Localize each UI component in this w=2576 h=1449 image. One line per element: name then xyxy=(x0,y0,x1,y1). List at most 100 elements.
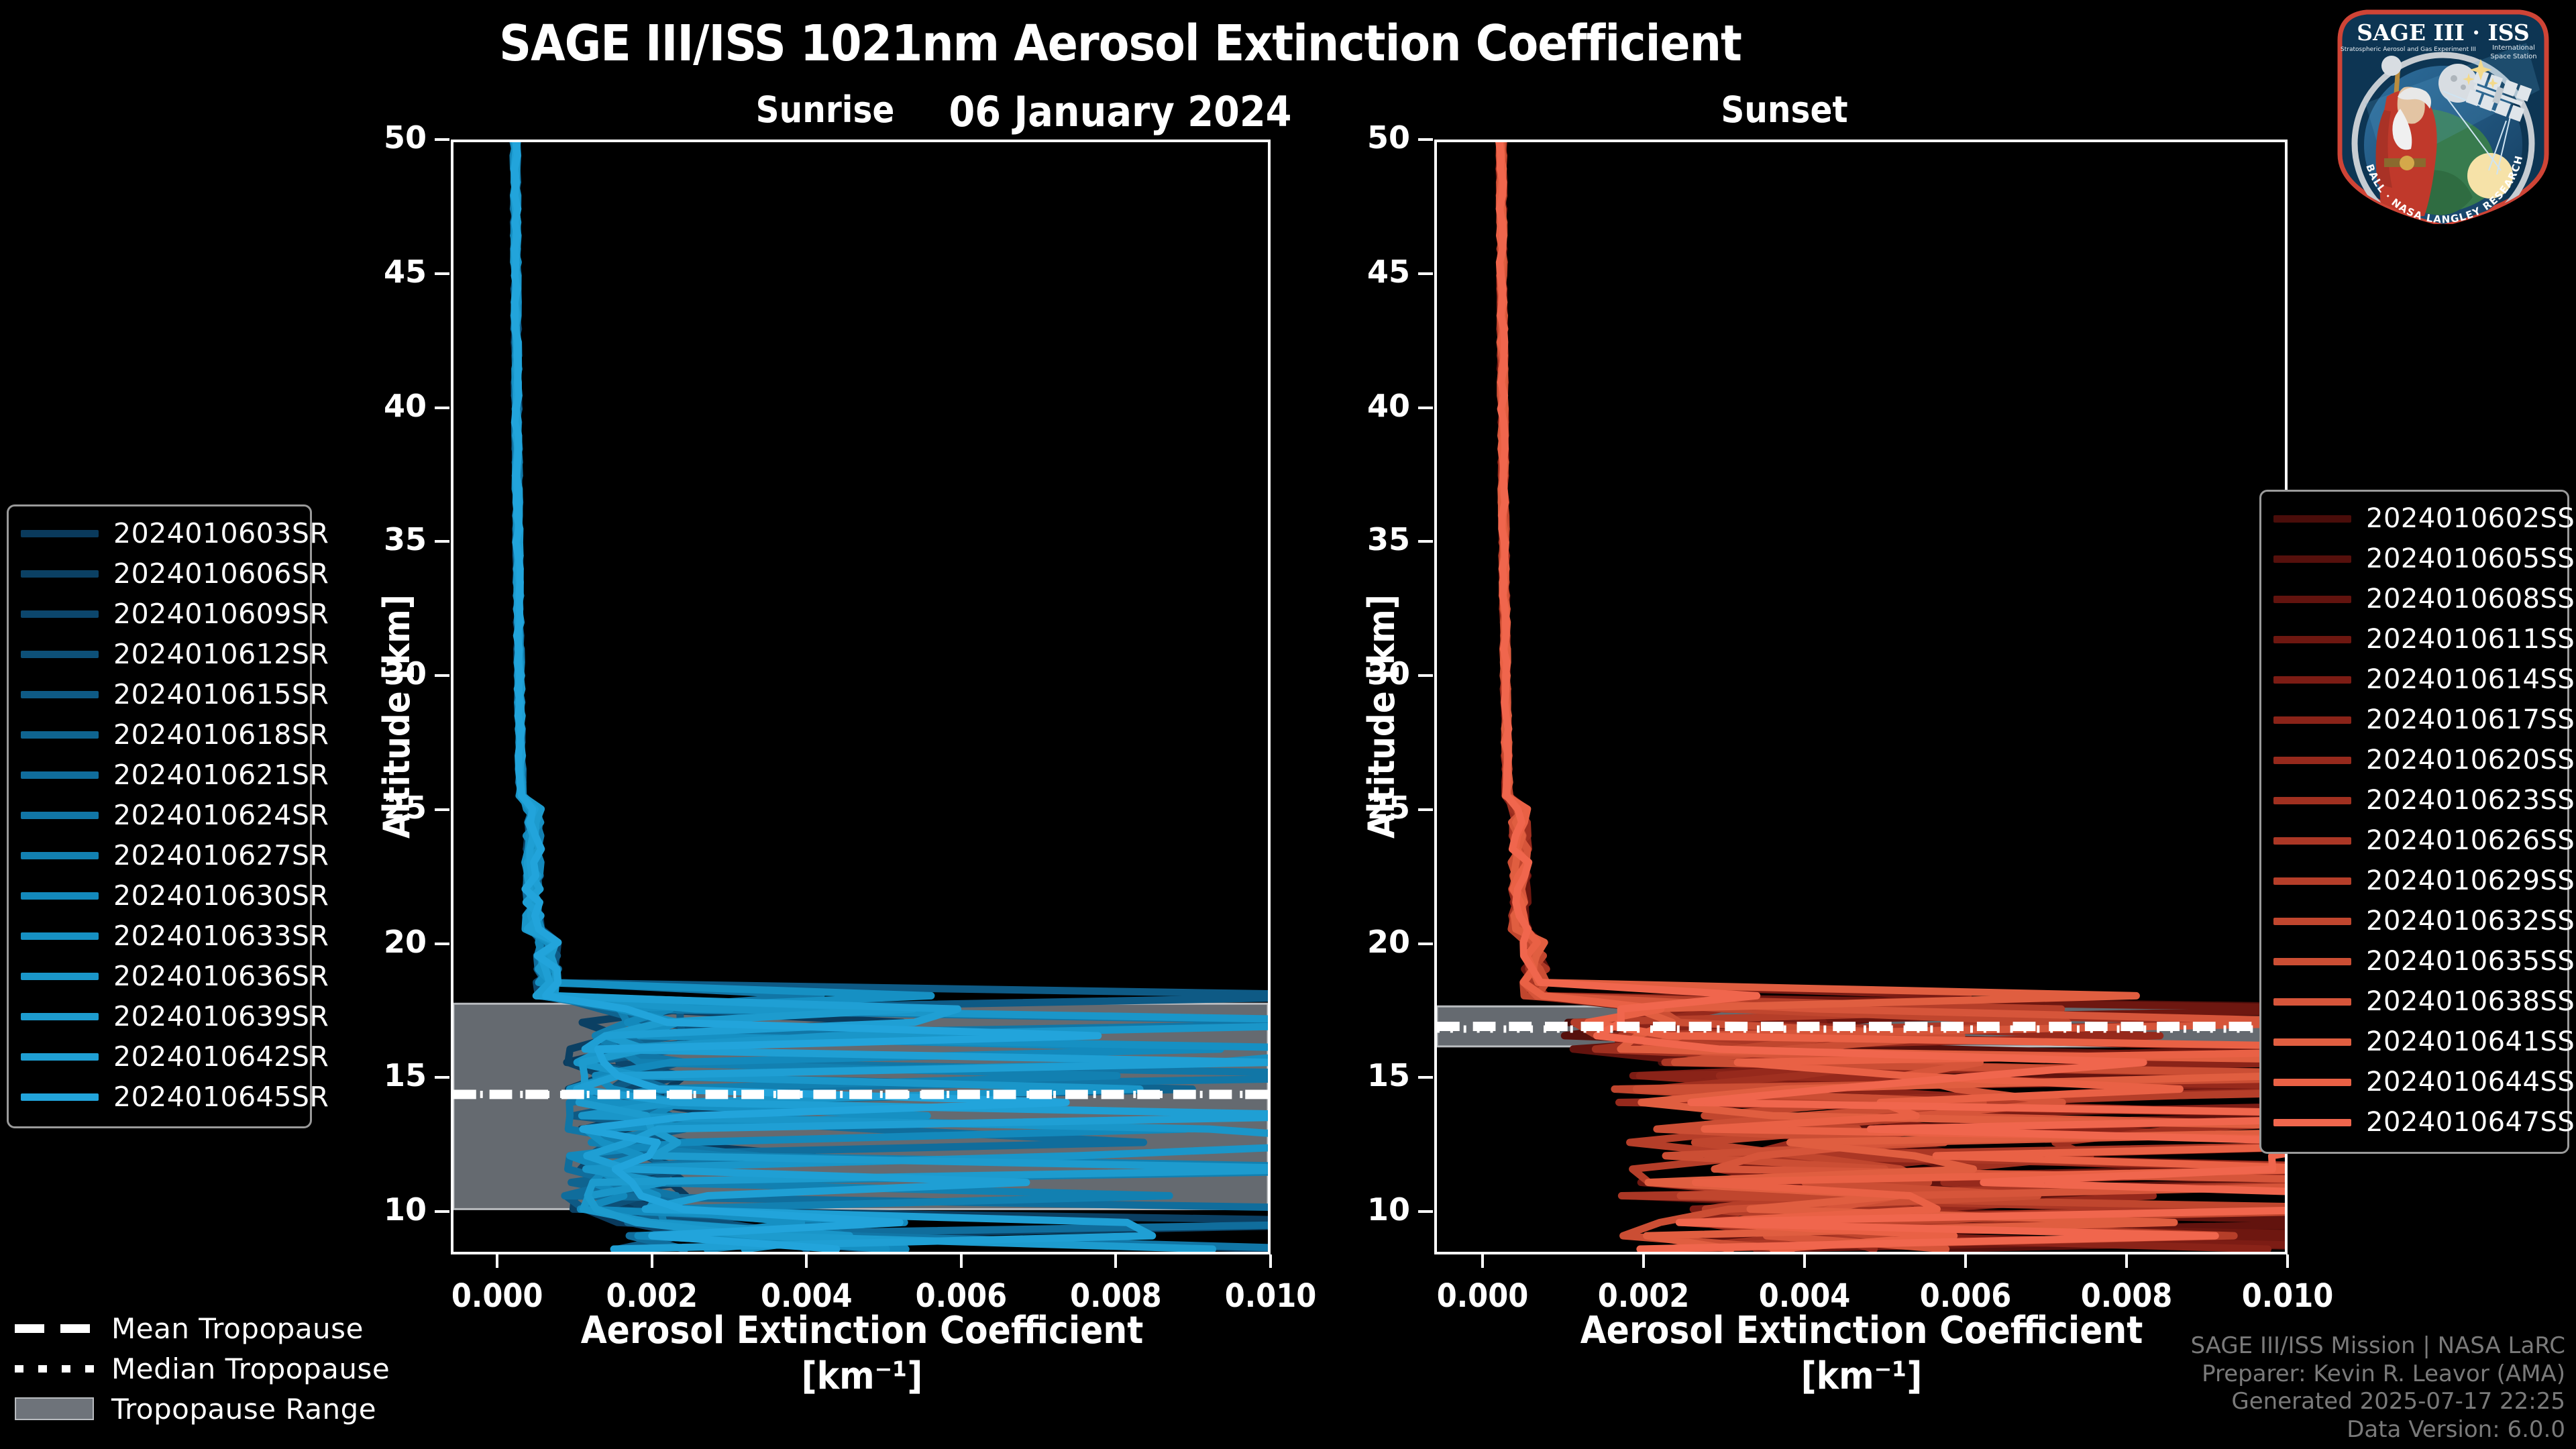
legend-item[interactable]: 2024010627SR xyxy=(21,835,329,875)
y-axis-tick-label: 35 xyxy=(1366,521,1410,558)
y-axis-tick-mark xyxy=(1418,406,1433,409)
legend-color-swatch-icon xyxy=(21,851,99,859)
legend-item[interactable]: 2024010633SR xyxy=(21,916,329,956)
legend-color-swatch-icon xyxy=(2273,837,2351,845)
legend-label: 2024010644SS xyxy=(2366,1067,2575,1097)
legend-color-swatch-icon xyxy=(21,972,99,980)
legend-label: 2024010630SR xyxy=(113,879,329,912)
legend-item[interactable]: 2024010639SR xyxy=(21,996,329,1036)
y-axis-tick-mark xyxy=(1418,1076,1433,1079)
legend-label-tropopause-range: Tropopause Range xyxy=(111,1392,377,1426)
sunset-plot-panel xyxy=(1434,140,2288,1254)
y-axis-tick-label: 15 xyxy=(383,1057,427,1094)
legend-item[interactable]: 2024010641SS xyxy=(2273,1022,2575,1062)
legend-color-swatch-icon xyxy=(2273,877,2351,885)
legend-item[interactable]: 2024010602SS xyxy=(2273,498,2575,539)
legend-item[interactable]: 2024010642SR xyxy=(21,1036,329,1077)
legend-label: 2024010605SS xyxy=(2366,543,2575,574)
x-axis-tick-label: 0.000 xyxy=(1436,1277,1529,1315)
legend-color-swatch-icon xyxy=(2273,595,2351,603)
y-axis-tick-mark xyxy=(435,406,449,409)
tropopause-legend: Mean Tropopause Median Tropopause Tropop… xyxy=(15,1308,390,1429)
legend-label: 2024010603SR xyxy=(113,517,329,549)
sunset-legend[interactable]: 2024010602SS 2024010605SS 2024010608SS 2024… xyxy=(2259,490,2575,1154)
legend-item[interactable]: 2024010644SS xyxy=(2273,1062,2575,1102)
x-axis-tick-mark xyxy=(805,1254,808,1268)
x-axis-tick-mark xyxy=(2286,1254,2289,1268)
y-axis-tick-mark xyxy=(435,1210,449,1214)
sunrise-legend[interactable]: 2024010603SR 2024010606SR 2024010609SR 2024… xyxy=(7,504,329,1128)
legend-color-swatch-icon xyxy=(2273,676,2351,684)
legend-item[interactable]: 2024010614SS xyxy=(2273,659,2575,700)
legend-item-tropopause-range[interactable]: Tropopause Range xyxy=(15,1389,390,1429)
legend-label-mean-tropopause: Mean Tropopause xyxy=(111,1311,364,1345)
legend-item-mean-tropopause[interactable]: Mean Tropopause xyxy=(15,1308,390,1348)
legend-item[interactable]: 2024010626SS xyxy=(2273,820,2575,861)
legend-item[interactable]: 2024010636SR xyxy=(21,956,329,996)
legend-label: 2024010639SR xyxy=(113,1000,329,1032)
x-axis-tick-mark xyxy=(496,1254,499,1268)
legend-color-swatch-icon xyxy=(21,731,99,739)
legend-label: 2024010627SR xyxy=(113,839,329,871)
footer-line-preparer: Preparer: Kevin R. Leavor (AMA) xyxy=(2202,1360,2565,1387)
legend-item[interactable]: 2024010611SS xyxy=(2273,619,2575,659)
y-axis-tick-mark xyxy=(435,808,449,811)
median-tropopause-swatch-icon xyxy=(15,1364,94,1373)
legend-item[interactable]: 2024010603SR xyxy=(21,513,329,553)
y-axis-tick-mark xyxy=(435,1076,449,1079)
legend-item[interactable]: 2024010624SR xyxy=(21,795,329,835)
legend-label: 2024010602SS xyxy=(2366,503,2575,534)
y-axis-tick-mark xyxy=(1418,942,1433,945)
legend-label: 2024010629SS xyxy=(2366,865,2575,896)
legend-label: 2024010609SR xyxy=(113,598,329,630)
legend-item[interactable]: 2024010620SS xyxy=(2273,740,2575,780)
legend-item[interactable]: 2024010645SR xyxy=(21,1077,329,1117)
legend-item[interactable]: 2024010635SS xyxy=(2273,941,2575,981)
x-axis-tick-label: 0.010 xyxy=(2241,1277,2334,1315)
legend-color-swatch-icon xyxy=(21,932,99,940)
x-axis-tick-label: 0.002 xyxy=(1597,1277,1690,1315)
y-axis-tick-mark xyxy=(435,674,449,678)
y-axis-tick-label: 40 xyxy=(383,387,427,424)
legend-label: 2024010645SR xyxy=(113,1081,329,1113)
y-axis-tick-mark xyxy=(435,272,449,275)
legend-item[interactable]: 2024010621SR xyxy=(21,755,329,795)
legend-item[interactable]: 2024010629SS xyxy=(2273,861,2575,901)
legend-label: 2024010608SS xyxy=(2366,584,2575,614)
y-axis-tick-label: 35 xyxy=(383,521,427,558)
legend-color-swatch-icon xyxy=(2273,555,2351,563)
legend-item[interactable]: 2024010617SS xyxy=(2273,700,2575,740)
legend-item[interactable]: 2024010647SS xyxy=(2273,1102,2575,1142)
legend-item[interactable]: 2024010612SR xyxy=(21,634,329,674)
y-axis-tick-mark xyxy=(1418,540,1433,543)
legend-item[interactable]: 2024010630SR xyxy=(21,875,329,916)
legend-item[interactable]: 2024010638SS xyxy=(2273,981,2575,1022)
legend-label: 2024010618SR xyxy=(113,718,329,751)
x-axis-tick-label: 0.008 xyxy=(2080,1277,2173,1315)
sunset-y-axis-label: Altitude [km] xyxy=(1360,594,1403,839)
legend-label: 2024010626SS xyxy=(2366,825,2575,856)
legend-item-median-tropopause[interactable]: Median Tropopause xyxy=(15,1348,390,1389)
legend-label: 2024010620SS xyxy=(2366,745,2575,775)
x-axis-tick-mark xyxy=(1481,1254,1484,1268)
legend-label: 2024010611SS xyxy=(2366,624,2575,655)
legend-item[interactable]: 2024010608SS xyxy=(2273,579,2575,619)
legend-label: 2024010621SR xyxy=(113,759,329,791)
legend-color-swatch-icon xyxy=(21,690,99,698)
legend-item[interactable]: 2024010605SS xyxy=(2273,539,2575,579)
legend-color-swatch-icon xyxy=(2273,635,2351,643)
legend-item[interactable]: 2024010623SS xyxy=(2273,780,2575,820)
legend-item[interactable]: 2024010606SR xyxy=(21,553,329,594)
legend-label: 2024010635SS xyxy=(2366,946,2575,977)
legend-color-swatch-icon xyxy=(21,529,99,537)
legend-label: 2024010617SS xyxy=(2366,704,2575,735)
legend-label: 2024010636SR xyxy=(113,960,329,992)
legend-item[interactable]: 2024010618SR xyxy=(21,714,329,755)
legend-item[interactable]: 2024010632SS xyxy=(2273,901,2575,941)
legend-item[interactable]: 2024010615SR xyxy=(21,674,329,714)
x-axis-tick-mark xyxy=(959,1254,963,1268)
legend-color-swatch-icon xyxy=(21,771,99,779)
legend-item[interactable]: 2024010609SR xyxy=(21,594,329,634)
legend-label-median-tropopause: Median Tropopause xyxy=(111,1352,390,1385)
legend-color-swatch-icon xyxy=(21,650,99,658)
